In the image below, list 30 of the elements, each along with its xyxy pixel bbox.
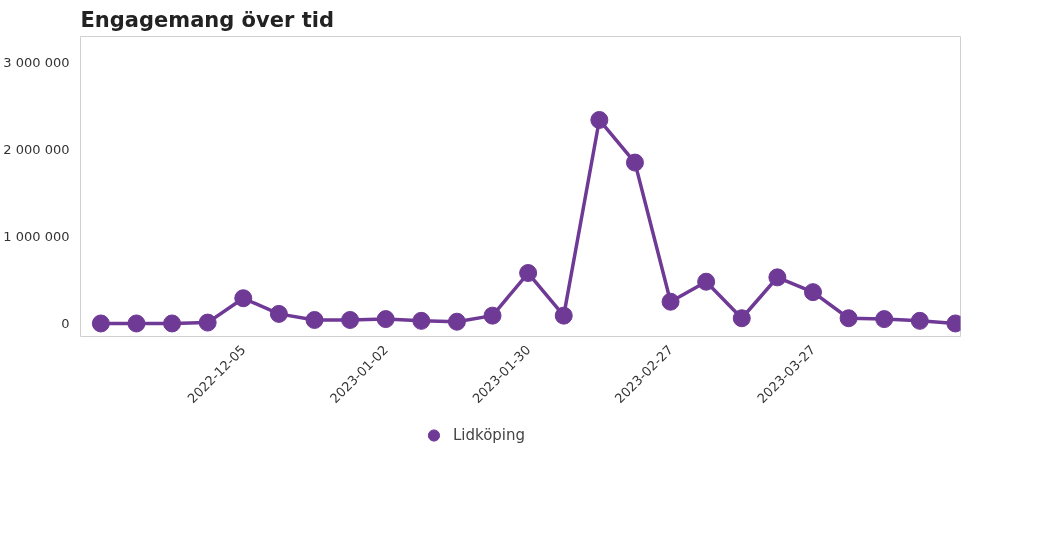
- point: [590, 111, 609, 129]
- point: [127, 314, 146, 333]
- point: [875, 310, 894, 329]
- point: [234, 289, 253, 308]
- point: [412, 311, 431, 330]
- point: [732, 309, 751, 328]
- point: [305, 311, 324, 329]
- point: [697, 272, 716, 291]
- point: [768, 268, 787, 287]
- legend-label: Lidköping: [452, 426, 526, 444]
- point: [198, 313, 217, 332]
- point: [163, 314, 182, 333]
- point: [519, 264, 538, 282]
- point: [341, 311, 360, 329]
- y-tick-label: 1 000 000: [3, 229, 70, 244]
- chart-title: Engagemang över tid: [80, 7, 334, 32]
- point: [625, 153, 644, 172]
- y-tick-label: 2 000 000: [3, 142, 70, 158]
- point: [554, 306, 573, 325]
- point: [447, 312, 466, 331]
- y-tick-label: 3 000 000: [3, 55, 70, 71]
- point: [910, 311, 929, 330]
- point: [269, 304, 288, 323]
- point: [661, 292, 680, 311]
- point: [91, 314, 110, 333]
- point: [839, 309, 858, 328]
- point: [376, 310, 395, 329]
- point: [483, 306, 502, 325]
- point: [803, 283, 822, 302]
- y-tick-label: 0: [61, 315, 70, 331]
